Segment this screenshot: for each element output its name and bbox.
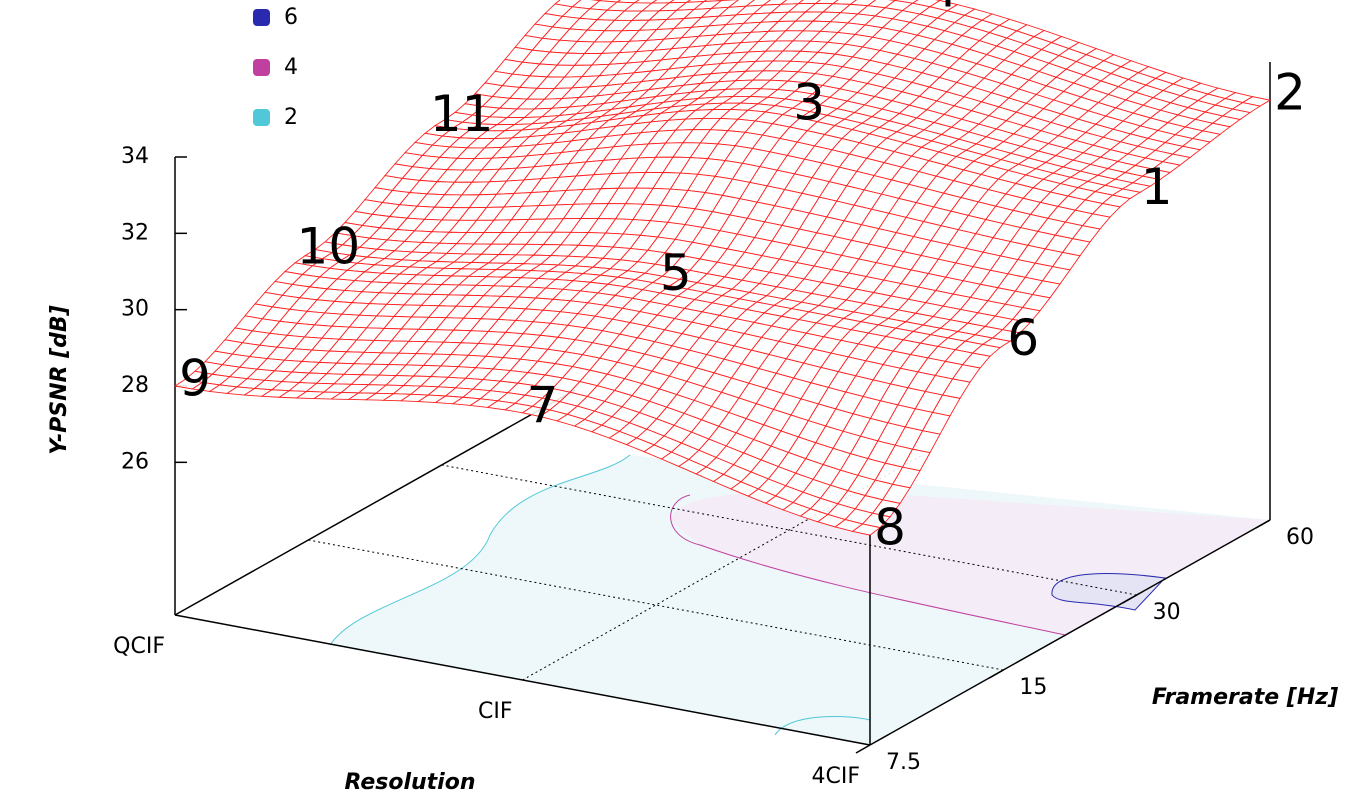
y-tick [988, 669, 1004, 679]
legend-swatch [253, 9, 270, 26]
x-tick-label: CIF [478, 699, 513, 724]
point-label: 2 [1274, 64, 1306, 122]
y-axis-title: Framerate [Hz] [1152, 685, 1338, 710]
surface [173, 0, 1272, 536]
x-tick-label: 4CIF [811, 764, 860, 789]
y-tick-label: 7.5 [886, 750, 921, 775]
y-tick-label: 15 [1019, 675, 1047, 700]
point-label: 7 [527, 376, 559, 434]
legend-label: 6 [284, 5, 298, 30]
x-tick-label: QCIF [113, 634, 165, 659]
y-axis [869, 519, 1271, 746]
point-label: 3 [793, 74, 825, 132]
legend-swatch [253, 109, 270, 126]
point-label: 4 [927, 0, 959, 19]
z-tick-label: 34 [121, 144, 149, 169]
z-tick-label: 26 [121, 449, 149, 474]
z-tick-label: 32 [121, 220, 149, 245]
point-label: 12 [563, 0, 627, 11]
contour-line [329, 454, 631, 646]
legend-label: 4 [284, 55, 298, 80]
mesh-cell [851, 523, 882, 536]
y-tick [855, 744, 871, 754]
contour-line [670, 494, 1066, 636]
point-label: 1 [1141, 158, 1173, 216]
point-label: 9 [179, 350, 211, 408]
y-tick-label: 30 [1153, 600, 1181, 625]
grid-line [522, 454, 923, 681]
base-edge [174, 389, 576, 616]
base-regions [329, 454, 1270, 745]
z-tick-label: 30 [121, 297, 149, 322]
point-label: 5 [660, 244, 692, 302]
point-label: 11 [430, 85, 494, 143]
legend-label: 2 [284, 105, 298, 130]
z-tick-label: 28 [121, 373, 149, 398]
legend-swatch [253, 59, 270, 76]
y-tick [1255, 519, 1271, 529]
y-tick-label: 60 [1286, 525, 1314, 550]
point-label: 8 [874, 499, 906, 557]
z-axis-title: Y-PSNR [dB] [47, 305, 72, 454]
y-tick [1122, 594, 1138, 604]
point-label: 6 [1007, 309, 1039, 367]
x-axis-title: Resolution [344, 770, 475, 795]
point-label: 10 [297, 217, 361, 275]
